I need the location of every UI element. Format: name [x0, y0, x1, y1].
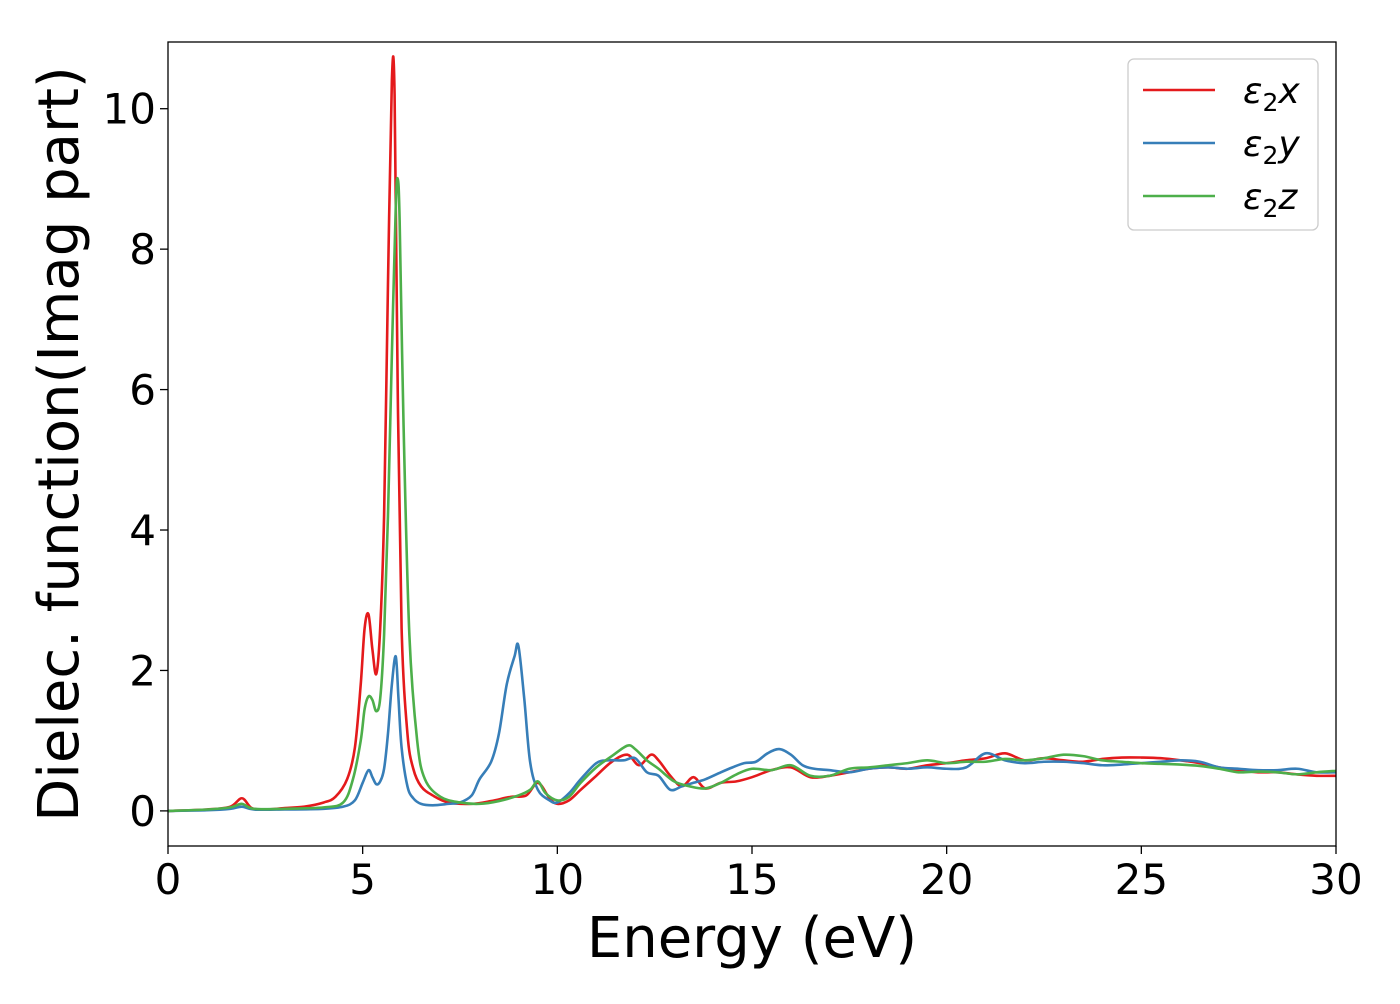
series-line-x [168, 55, 1336, 813]
x-axis-ticks: 0 5 10 15 20 25 30 [155, 846, 1363, 904]
y-tick-label: 10 [103, 85, 156, 134]
legend-label-variable: y [1277, 124, 1300, 165]
legend-box [1127, 58, 1319, 231]
y-axis-ticks: 0 2 4 6 8 10 [103, 85, 168, 836]
y-tick-label: 4 [129, 506, 156, 555]
x-tick-label: 10 [531, 855, 584, 904]
series-layer [168, 55, 1336, 813]
legend-label-variable: x [1277, 71, 1300, 112]
x-tick-label: 30 [1309, 855, 1362, 904]
x-tick-label: 0 [155, 855, 182, 904]
x-tick-label: 5 [349, 855, 376, 904]
legend-label-x: ε2x [1243, 71, 1300, 117]
legend-label-symbol: ε [1243, 71, 1262, 112]
legend-label-z: ε2z [1243, 177, 1298, 223]
series-line-y [168, 642, 1336, 813]
x-tick-label: 15 [725, 855, 778, 904]
y-tick-label: 6 [129, 366, 156, 415]
y-tick-label: 8 [129, 225, 156, 274]
legend-label-subscript: 2 [1262, 194, 1278, 223]
x-tick-label: 25 [1115, 855, 1168, 904]
x-axis-label: Energy (eV) [587, 906, 917, 971]
y-tick-label: 2 [129, 646, 156, 695]
y-axis-label: Dielec. function(Imag part) [27, 66, 92, 822]
legend-label-y: ε2y [1243, 124, 1300, 170]
series-line-z [168, 176, 1336, 813]
legend-label-symbol: ε [1243, 124, 1262, 165]
legend-label-subscript: 2 [1262, 88, 1278, 117]
y-tick-label: 0 [129, 787, 156, 836]
legend-label-subscript: 2 [1262, 141, 1278, 170]
legend-label-variable: z [1277, 177, 1298, 218]
x-tick-label: 20 [920, 855, 973, 904]
legend-label-symbol: ε [1243, 177, 1262, 218]
